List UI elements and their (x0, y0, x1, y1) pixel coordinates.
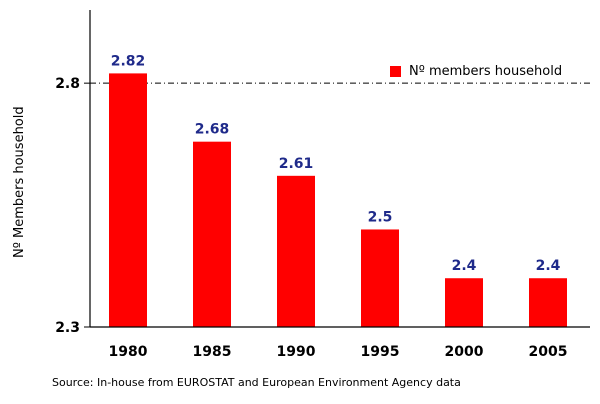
data-label-1995: 2.5 (368, 209, 393, 225)
x-tick-label-2000: 2000 (445, 344, 484, 360)
y-axis-label: Nº Members household (12, 106, 27, 258)
legend: Nº members household (390, 64, 562, 79)
data-label-2000: 2.4 (452, 258, 477, 274)
bar-1990 (277, 175, 315, 327)
bar-1995 (361, 229, 399, 327)
bar-1980 (109, 73, 147, 328)
source-note: Source: In-house from EUROSTAT and Europ… (52, 376, 461, 389)
x-tick-label-2005: 2005 (529, 344, 568, 360)
x-tick-label-1990: 1990 (277, 344, 316, 360)
bar-2000 (445, 278, 483, 327)
legend-swatch (390, 66, 401, 77)
x-tick-label-1995: 1995 (361, 344, 400, 360)
y-tick-label-2.3: 2.3 (55, 320, 80, 336)
bar-1985 (193, 141, 231, 327)
data-label-1985: 2.68 (195, 122, 230, 138)
x-tick-label-1985: 1985 (193, 344, 232, 360)
data-label-1990: 2.61 (279, 156, 314, 172)
bar-2005 (529, 278, 567, 327)
data-label-1980: 2.82 (111, 53, 146, 69)
y-tick-label-2.8: 2.8 (55, 76, 80, 92)
x-tick-label-1980: 1980 (109, 344, 148, 360)
legend-label: Nº members household (409, 64, 563, 79)
data-label-2005: 2.4 (536, 258, 561, 274)
